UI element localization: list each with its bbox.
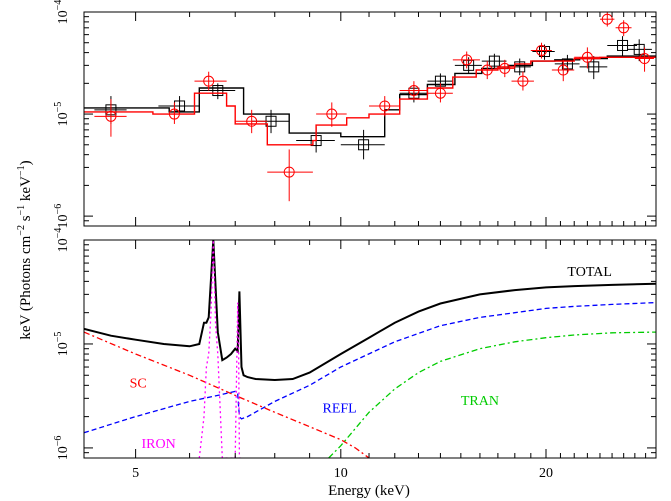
circle-marker <box>246 115 258 127</box>
data-point <box>199 83 236 100</box>
data-point <box>235 109 268 134</box>
series-1 <box>84 12 656 202</box>
top-ytick-label: 10−5 <box>53 102 71 127</box>
square-marker <box>488 55 500 67</box>
square-marker <box>358 139 370 151</box>
square-marker <box>617 39 629 51</box>
circle-marker <box>557 64 569 76</box>
data-point <box>340 129 385 160</box>
top-plot-area <box>84 12 656 202</box>
top-ytick-label: 10−6 <box>53 204 71 229</box>
data-point <box>494 59 515 78</box>
data-point <box>152 102 195 124</box>
top-frame <box>83 11 657 227</box>
series-0 <box>84 36 656 160</box>
series-label-tran: TRAN <box>461 394 499 409</box>
data-point <box>399 81 428 100</box>
circle-marker <box>203 75 215 87</box>
circle-marker <box>517 75 529 87</box>
data-point <box>369 96 400 117</box>
data-point <box>94 99 127 137</box>
circle-marker <box>105 110 117 122</box>
bottom-ytick-label: 10−6 <box>53 436 71 461</box>
xtick-label: 10 <box>334 466 348 481</box>
data-point <box>530 42 552 59</box>
xtick-label: 20 <box>539 466 553 481</box>
data-point <box>607 36 638 57</box>
circle-marker <box>618 22 630 34</box>
data-point <box>532 44 555 60</box>
bottom-plot-area <box>84 240 656 458</box>
data-point <box>452 51 480 69</box>
series-line-iron <box>198 240 242 458</box>
circle-marker <box>581 51 593 63</box>
data-point <box>574 47 600 69</box>
data-point <box>579 56 608 80</box>
bottom-ytick-label: 10−5 <box>53 332 71 357</box>
circle-marker <box>601 13 613 25</box>
series-line-refl <box>84 301 656 434</box>
series-line-total <box>84 240 656 382</box>
data-point <box>476 61 498 80</box>
data-point <box>511 71 534 91</box>
data-point <box>599 12 615 27</box>
data-point <box>615 20 632 37</box>
circle-marker <box>283 166 295 178</box>
data-point <box>427 83 453 103</box>
series-line-sc <box>84 331 370 458</box>
series-label-sc: SC <box>130 377 147 392</box>
data-point <box>481 53 507 69</box>
data-point <box>316 102 347 127</box>
series-label-refl: REFL <box>322 401 356 416</box>
y-axis-label: keV (Photons cm−2 s−1 keV−1) <box>16 160 34 339</box>
top-panel: 10−6 10−5 10−4 <box>53 0 657 229</box>
series-label-total: TOTAL <box>567 265 612 280</box>
series-line-tran <box>328 331 656 458</box>
circle-marker <box>639 53 651 65</box>
square-marker <box>588 61 600 73</box>
bottom-panel: 10−6 10−5 10−4 5 10 20 TOTAL SC REFL TRAN IRON <box>53 228 657 481</box>
data-point <box>267 149 313 202</box>
circle-marker <box>326 108 338 120</box>
circle-marker <box>434 87 446 99</box>
x-axis-label: Energy (keV) <box>328 483 410 499</box>
model-step-line-0 <box>84 55 656 138</box>
circle-marker <box>379 100 391 112</box>
square-marker <box>212 85 224 97</box>
data-point <box>634 47 654 72</box>
top-ytick-label: 10−4 <box>53 0 71 24</box>
circle-marker <box>499 62 511 74</box>
data-point <box>194 71 227 91</box>
circle-marker <box>481 64 493 76</box>
xtick-label: 5 <box>132 466 139 481</box>
square-marker <box>463 59 475 71</box>
circle-marker <box>536 44 548 56</box>
circle-marker <box>168 108 180 120</box>
series-label-iron: IRON <box>141 437 175 452</box>
bottom-ytick-label: 10−4 <box>53 228 71 253</box>
model-step-line-1 <box>84 56 656 146</box>
circle-marker <box>461 54 473 66</box>
circle-marker <box>408 85 420 97</box>
square-marker <box>561 58 573 70</box>
data-point <box>551 59 575 82</box>
